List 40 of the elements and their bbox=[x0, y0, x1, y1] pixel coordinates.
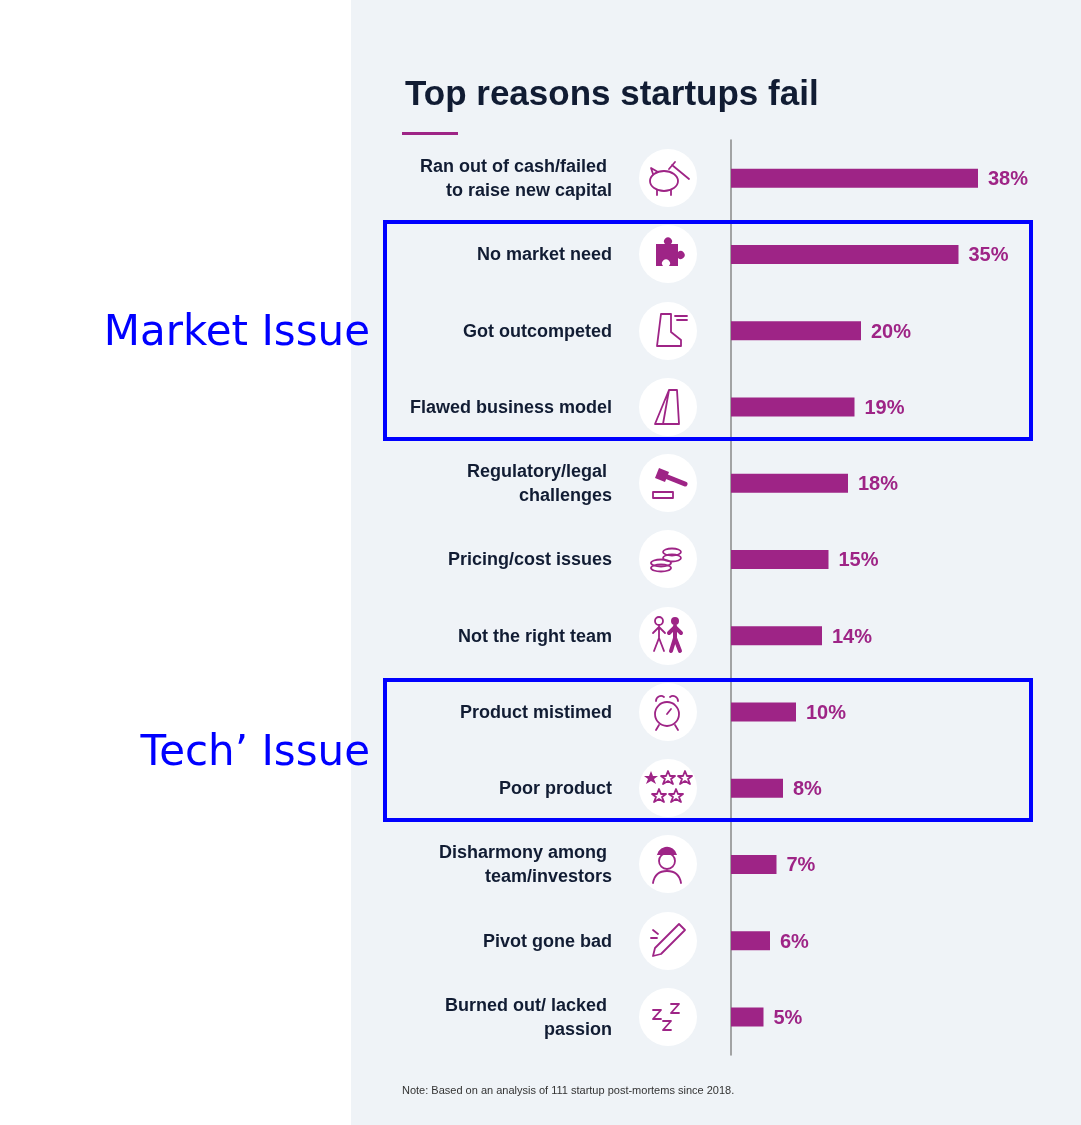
y-tick-label: Pivot gone bad bbox=[482, 930, 612, 951]
y-tick-label: Burned out/ lacked passion bbox=[444, 994, 612, 1039]
y-tick-label: Ran out of cash/failed to raise new capital bbox=[419, 156, 612, 201]
y-tick-label: Product mistimed bbox=[459, 701, 612, 722]
bar bbox=[731, 244, 959, 264]
bar bbox=[731, 473, 848, 493]
data-label: 7% bbox=[786, 853, 816, 876]
y-tick-label: Got outcompeted bbox=[463, 320, 612, 341]
bar bbox=[731, 168, 978, 188]
bar bbox=[731, 1007, 764, 1027]
bar bbox=[731, 778, 783, 798]
data-label: 20% bbox=[871, 319, 912, 342]
data-label: 6% bbox=[780, 929, 810, 952]
y-tick-label: Regulatory/legal challenges bbox=[466, 461, 612, 506]
data-label: 38% bbox=[988, 167, 1029, 190]
y-tick-label: Pricing/cost issues bbox=[447, 549, 612, 570]
y-tick-label: Flawed business model bbox=[409, 396, 612, 417]
data-label: 8% bbox=[793, 777, 823, 800]
chart-title: Top reasons startups fail bbox=[405, 73, 819, 112]
text: Tech’ Issue bbox=[139, 725, 370, 775]
data-label: 10% bbox=[806, 700, 847, 723]
y-tick-label: Not the right team bbox=[457, 625, 612, 646]
data-label: 18% bbox=[858, 472, 899, 495]
y-tick-label: No market need bbox=[476, 244, 612, 265]
bar bbox=[731, 854, 777, 874]
data-label: 14% bbox=[832, 624, 873, 647]
data-label: 19% bbox=[864, 395, 905, 418]
text: Note: Based on an analysis of 111 startup post-mortems since 2018. bbox=[402, 1083, 735, 1096]
bar bbox=[731, 397, 855, 417]
data-label: 5% bbox=[773, 1005, 803, 1028]
text: Market Issue bbox=[103, 306, 370, 356]
bar bbox=[731, 702, 796, 722]
bar bbox=[731, 626, 822, 646]
y-tick-label: Poor product bbox=[499, 778, 612, 799]
y-tick-label: Disharmony among team/investors bbox=[438, 842, 612, 887]
bar bbox=[731, 321, 861, 341]
bar bbox=[731, 931, 770, 951]
data-label: 35% bbox=[968, 243, 1009, 266]
bar bbox=[731, 549, 829, 569]
data-label: 15% bbox=[838, 548, 879, 571]
